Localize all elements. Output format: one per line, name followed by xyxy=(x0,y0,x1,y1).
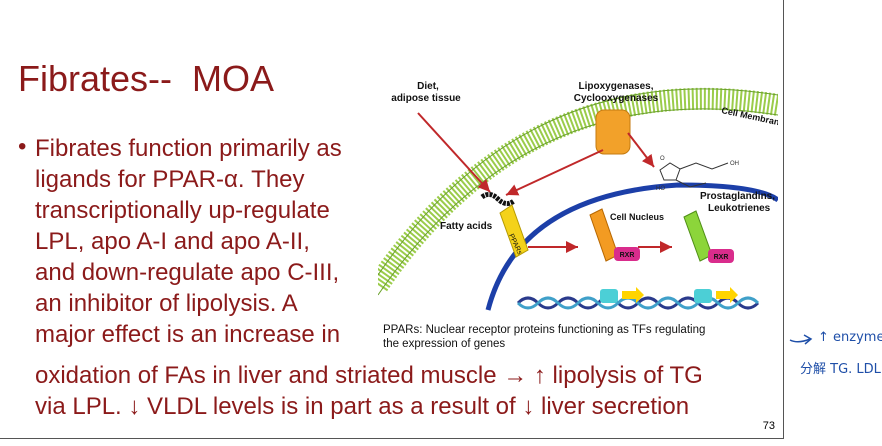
rxr-label-2: RXR xyxy=(714,254,729,261)
leukotrienes-label: Leukotrienes xyxy=(708,203,771,214)
bullet-line: an inhibitor of lipolysis. A xyxy=(35,290,298,317)
bullet-line: via LPL. ↓ VLDL levels is in part as a r… xyxy=(35,393,690,420)
ppar-diagram: HO OH O Diet, adipose tissue Lipoxygenas… xyxy=(378,81,778,311)
oh-label: OH xyxy=(730,161,739,167)
prostaglandin-structure xyxy=(659,162,729,188)
bullet-line: ligands for PPAR-α. They xyxy=(35,166,305,193)
slide: Fibrates-- MOA • Fibrates function prima… xyxy=(0,0,784,439)
bullet-line: transcriptionally up-regulate xyxy=(35,197,330,224)
fatty-acids-label: Fatty acids xyxy=(440,221,493,232)
diet-label: Diet, xyxy=(417,81,439,92)
diagram-caption: PPARs: Nuclear receptor proteins functio… xyxy=(383,323,773,351)
enzyme-channel xyxy=(595,109,631,155)
cell-nucleus-label: Cell Nucleus xyxy=(610,212,664,222)
caption-line: PPARs: Nuclear receptor proteins functio… xyxy=(383,324,706,336)
rxr-protein xyxy=(614,247,640,261)
cell-nucleus xyxy=(485,182,778,311)
page-number: 73 xyxy=(762,420,775,432)
cyclooxygenases-label: Cyclooxygenases xyxy=(574,93,659,104)
fatty-acid-chain xyxy=(480,191,516,207)
caption-line: the expression of genes xyxy=(383,338,506,350)
annotation-arrow-icon xyxy=(789,334,813,345)
bullet-dot: • xyxy=(18,133,27,160)
ppar-protein xyxy=(499,204,529,258)
cell-membrane-label: Cell Membrane xyxy=(721,105,778,128)
lipoxygenases-label: Lipoxygenases, xyxy=(578,81,653,92)
bullet-line: major effect is an increase in xyxy=(35,321,341,348)
prostaglandins-label: Prostaglandins, xyxy=(700,191,775,202)
cell-membrane xyxy=(378,87,778,292)
bullet-line: and down-regulate apo C-III, xyxy=(35,259,340,286)
rxr-label: RXR xyxy=(620,252,635,259)
ho-label: HO xyxy=(656,186,665,192)
bullet-line: Fibrates function primarily as xyxy=(35,135,342,162)
annotation-line-1: ↑ enzyme xyxy=(818,330,882,345)
o-label: O xyxy=(660,156,665,162)
adipose-label: adipose tissue xyxy=(391,93,461,104)
bullet-line: oxidation of FAs in liver and striated m… xyxy=(35,362,703,389)
annotation-line-2: 分解 TG. LDL xyxy=(800,362,881,377)
slide-title: Fibrates-- MOA xyxy=(18,58,275,99)
bullet-line: LPL, apo A-I and apo A-II, xyxy=(35,228,310,255)
